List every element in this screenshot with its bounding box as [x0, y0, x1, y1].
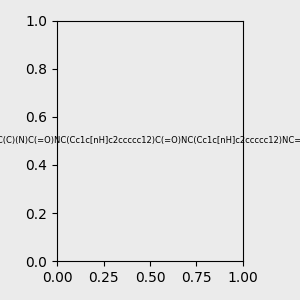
Text: CC(C)(N)C(=O)NC(Cc1c[nH]c2ccccc12)C(=O)NC(Cc1c[nH]c2ccccc12)NC=O: CC(C)(N)C(=O)NC(Cc1c[nH]c2ccccc12)C(=O)N… — [0, 136, 300, 146]
